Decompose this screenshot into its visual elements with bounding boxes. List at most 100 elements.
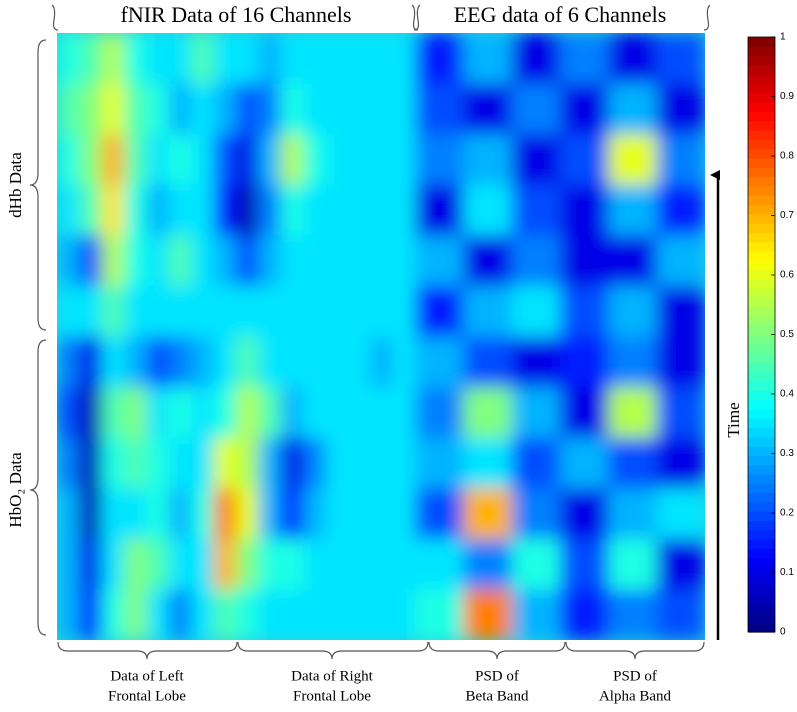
heatmap-cell [213, 83, 237, 135]
heatmap-cell [370, 285, 394, 337]
heatmap-cell [463, 488, 513, 540]
heatmap-cell [280, 589, 304, 640]
heatmap-cell [57, 589, 80, 640]
heatmap-cell [511, 184, 561, 236]
heatmap-cell [560, 235, 609, 287]
heatmap-cell [325, 387, 349, 439]
heatmap-cell [560, 589, 609, 640]
heatmap-cell [79, 589, 103, 640]
heatmap-cell [370, 33, 394, 85]
heatmap-cell [608, 437, 658, 489]
heatmap-cell [57, 83, 80, 135]
heatmap-cell [463, 285, 513, 337]
heatmap-cell [347, 235, 371, 287]
heatmap-cell [280, 285, 304, 337]
heatmap-cell [79, 235, 103, 287]
heatmap-cell [124, 285, 147, 337]
bottom-label: Alpha Band [599, 688, 672, 704]
heatmap-cell [280, 387, 304, 439]
heatmap-cell [511, 336, 561, 388]
colorbar-tick-label: 0.2 [780, 508, 794, 519]
heatmap-cell [57, 336, 80, 388]
heatmap-cell [303, 488, 326, 540]
heatmap-cell [415, 437, 464, 489]
colorbar-slice [748, 37, 775, 47]
side-label: HbO₂ Data [6, 452, 25, 528]
heatmap-cell [608, 134, 658, 186]
colorbar-slice [748, 213, 775, 224]
heatmap-cell [146, 83, 170, 135]
heatmap-cell [124, 387, 147, 439]
heatmap-cell [392, 538, 416, 590]
heatmap-cell [101, 235, 125, 287]
colorbar-slice [748, 297, 775, 308]
heatmap-cell [124, 336, 147, 388]
heatmap-cell [146, 33, 170, 85]
colorbar-slice [748, 399, 775, 410]
heatmap-cell [79, 33, 103, 85]
heatmap-cell [258, 184, 282, 236]
colorbar-tick-label: 0 [780, 627, 786, 638]
colorbar-slice [748, 436, 775, 447]
heatmap-cell [463, 437, 513, 489]
colorbar-tick-label: 0.9 [780, 91, 794, 102]
heatmap-cell [415, 33, 464, 85]
colorbar-slice [748, 343, 775, 354]
heatmap-cell [392, 134, 416, 186]
heatmap-cell [415, 488, 464, 540]
colorbar-slice [748, 55, 775, 66]
heatmap-cell [168, 134, 192, 186]
heatmap-cell [303, 538, 326, 590]
heatmap-cell [146, 589, 170, 640]
heatmap-cell [146, 184, 170, 236]
heatmap-cell [392, 336, 416, 388]
heatmap-cell [79, 184, 103, 236]
heatmap-cell [370, 184, 394, 236]
heatmap-cell [463, 83, 513, 135]
heatmap-cell [258, 235, 282, 287]
colorbar-slice [748, 74, 775, 85]
heatmap-cell [280, 538, 304, 590]
colorbar-slice [748, 520, 775, 531]
colorbar-tick-label: 0.7 [780, 210, 794, 221]
heatmap-cell [191, 488, 215, 540]
heatmap-cell [258, 336, 282, 388]
heatmap-cell [124, 538, 147, 590]
heatmap-cell [213, 589, 237, 640]
heatmap-cell [79, 387, 103, 439]
heatmap-cell [370, 437, 394, 489]
brace [51, 4, 421, 31]
heatmap-cell [511, 235, 561, 287]
heatmap-cell [325, 589, 349, 640]
heatmap-cell [608, 336, 658, 388]
heatmap-cell [124, 235, 147, 287]
colorbar-slice [748, 455, 775, 466]
heatmap-cell [303, 33, 326, 85]
heatmap-cell [280, 235, 304, 287]
heatmap-cell [101, 33, 125, 85]
heatmap-cell [370, 336, 394, 388]
heatmap-cell [415, 184, 464, 236]
heatmap-cell [511, 437, 561, 489]
colorbar-slice [748, 241, 775, 252]
colorbar-slice [748, 102, 775, 112]
heatmap-cell [392, 387, 416, 439]
heatmap-cell [79, 285, 103, 337]
heatmap-cell [415, 538, 464, 590]
heatmap-cell [325, 538, 349, 590]
colorbar-slice [748, 315, 775, 326]
colorbar-slice [748, 157, 775, 168]
heatmap-cell [347, 387, 371, 439]
heatmap-cell [325, 488, 349, 540]
bottom-label: Beta Band [466, 688, 529, 704]
heatmap-cell [258, 285, 282, 337]
heatmap-cell [325, 134, 349, 186]
heatmap-cell [57, 235, 80, 287]
colorbar-slice [748, 353, 775, 363]
heatmap-cell [213, 33, 237, 85]
heatmap-cell [124, 134, 147, 186]
colorbar-slice [748, 64, 775, 75]
heatmap-cell [656, 184, 705, 236]
heatmap-cell [168, 83, 192, 135]
colorbar-slice [748, 380, 775, 391]
